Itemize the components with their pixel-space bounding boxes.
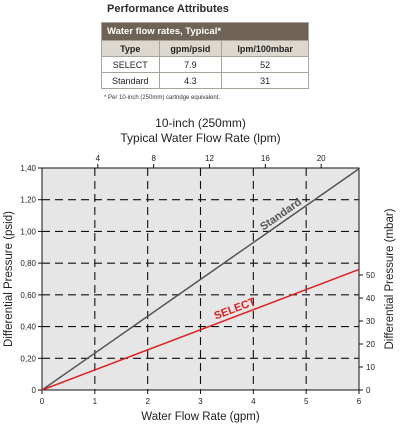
x-axis-label: Water Flow Rate (gpm): [141, 411, 260, 423]
x-tick-label: 5: [304, 397, 309, 406]
attributes-table: Water flow rates, Typical* Type gpm/psid…: [101, 22, 309, 89]
x-tick-label: 3: [198, 397, 203, 406]
x-tick-label: 2: [145, 397, 150, 406]
y2-tick-label: 10: [366, 363, 375, 372]
y-tick-label: 1,00: [20, 227, 36, 236]
y-axis-label: Differential Pressure (psid): [3, 211, 15, 347]
section-title: Performance Attributes: [107, 3, 229, 15]
x2-tick-label: 4: [96, 154, 101, 163]
chart-subtitle: Typical Water Flow Rate (lpm): [120, 131, 280, 145]
chart-title: 10-inch (250mm): [155, 116, 246, 130]
y-tick-label: 0,20: [20, 354, 36, 363]
y-tick-label: 0,80: [20, 259, 36, 268]
x2-tick-label: 16: [261, 154, 270, 163]
y2-tick-label: 40: [366, 294, 375, 303]
table-cell: 4.3: [158, 72, 223, 89]
y-tick-label: 0,60: [20, 291, 36, 300]
x-tick-label: 1: [93, 397, 98, 406]
x2-tick-label: 20: [317, 154, 326, 163]
table-cell: SELECT: [101, 56, 160, 73]
x2-tick-label: 12: [205, 154, 214, 163]
series-line-standard: [41, 168, 360, 391]
y2-tick-label: 0: [366, 386, 371, 395]
table-cell: 31: [221, 72, 309, 89]
column-header-lpm-100mbar: lpm/100mbar: [221, 40, 309, 57]
y-tick-label: 0,40: [20, 323, 36, 332]
y2-tick-label: 30: [366, 317, 375, 326]
x-tick-label: 0: [40, 397, 45, 406]
table-banner: Water flow rates, Typical*: [101, 22, 309, 41]
x-tick-label: 6: [357, 397, 362, 406]
table-cell: 7.9: [158, 56, 223, 73]
y-tick-label: 1,20: [20, 196, 36, 205]
table-row: Standard 4.3 31: [101, 72, 309, 89]
table-row: SELECT 7.9 52: [101, 56, 309, 73]
x2-tick-label: 8: [151, 154, 156, 163]
series-line-select: [41, 268, 360, 391]
y2-tick-label: 20: [366, 340, 375, 349]
table-cell: 52: [221, 56, 309, 73]
y2-axis-label: Differential Pressure (mbar): [384, 208, 396, 349]
column-header-gpm-psid: gpm/psid: [158, 40, 223, 57]
y2-tick-label: 50: [366, 271, 375, 280]
column-header-type: Type: [101, 40, 160, 57]
y-tick-label: 0: [32, 386, 37, 395]
y-tick-label: 1,40: [20, 164, 36, 173]
table-footnote: * Per 10-inch (250mm) cartridge equivale…: [104, 95, 221, 101]
x-tick-label: 4: [251, 397, 256, 406]
